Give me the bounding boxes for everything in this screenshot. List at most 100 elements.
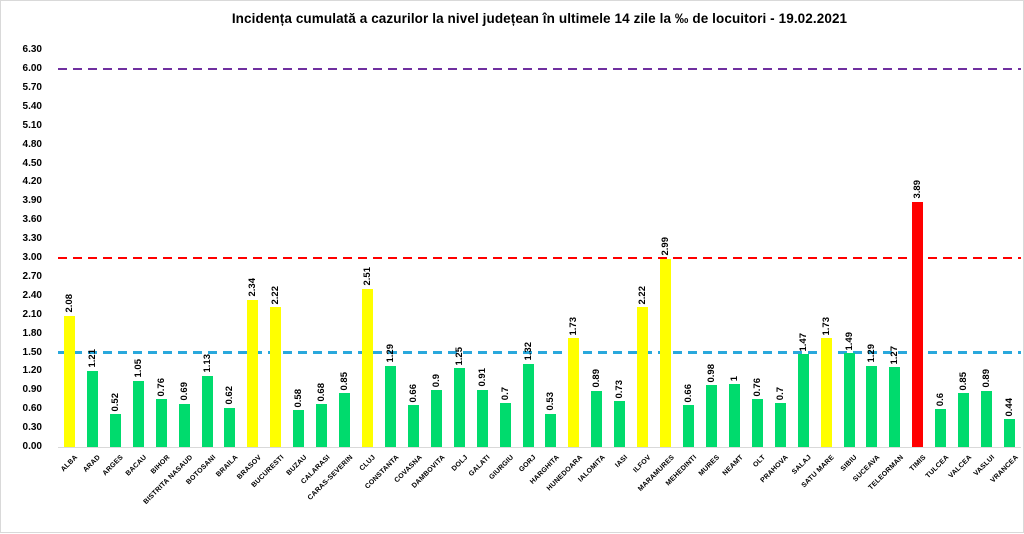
bar-timis [912,201,924,447]
x-axis-label: TIMIS [908,454,928,473]
bar-vrancea [1004,419,1016,447]
bar-value-label: 0.73 [614,379,626,399]
bar-valcea [958,393,970,447]
y-axis-tick-label: 5.70 [22,81,42,93]
bar-value-label: 0.69 [178,382,190,401]
y-axis-tick-label: 2.70 [22,270,42,282]
bar-mehedinti [683,405,695,447]
y-axis-tick-label: 5.40 [22,100,42,112]
x-axis-label: NEAMT [721,454,745,478]
y-axis-tick-label: 3.60 [22,214,42,226]
bar-value-label: 0.85 [958,371,970,391]
x-axis-label: VALCEA [947,454,974,480]
bar-value-label: 2.99 [660,237,672,256]
y-axis-tick-label: 1.20 [22,365,42,377]
bar-value-label: 0.62 [224,386,236,405]
bar-ialomita [591,390,603,447]
bar-suceava [866,365,878,447]
bar-value-label: 0.58 [293,388,305,408]
x-axis-label: ILFOV [632,454,653,475]
bar-arges [109,414,121,447]
bar-cluj [362,288,374,447]
bar-value-label: 1.05 [132,359,144,378]
bar-value-label: 0.44 [1004,397,1016,417]
bar-value-label: 3.89 [912,180,924,199]
bar-bucuresti [270,307,282,447]
x-axis-label: BIHOR [149,454,172,476]
x-axis-label: CARAS-SEVERIN [306,454,355,502]
bar-value-label: 0.7 [774,386,786,400]
reference-line-1.5 [58,350,1021,354]
bar-neamt [728,384,740,447]
x-axis-label: GIURGIU [487,454,516,482]
bar-value-label: 1.47 [797,332,809,352]
bar-value-label: 0.52 [109,392,121,412]
bar-dolj [453,368,465,447]
bar-maramures [660,258,672,447]
bar-harghita [545,413,557,447]
bar-buzau [293,410,305,447]
bar-botosani [201,375,213,447]
bar-braila [224,407,236,447]
y-axis-tick-label: 4.80 [22,138,42,150]
x-axis-label: BACAU [124,454,149,478]
bar-value-label: 1.49 [843,331,855,351]
bar-mures [705,385,717,447]
y-axis-tick-label: 2.10 [22,308,42,320]
bar-value-label: 0.89 [591,369,603,388]
bar-value-label: 0.76 [155,377,167,397]
bar-alba [63,315,75,447]
x-axis-label: OLT [752,454,768,469]
y-axis: 0.00 0.30 0.60 0.90 1.20 1.50 1.80 2.10 2.40 2.70… [1,44,50,452]
chart-title: Incidența cumulată a cazurilor la nivel … [231,11,848,26]
x-axis-label: CLUJ [359,454,378,473]
bar-covasna [407,405,419,447]
y-axis-tick-label: 6.00 [22,63,42,74]
bar-value-label: 1.27 [889,345,901,365]
bar-salaj [797,354,809,447]
bar-value-label: 1.29 [866,344,878,363]
bar-hunedoara [568,338,580,447]
bar-sibiu [843,353,855,447]
bar-dambovita [430,390,442,447]
plot-area: 2.08 1.21 0.52 1.05 0.76 0.69 1.13 0.62 2.34 2.22… [58,46,1021,448]
x-axis-label: SALAJ [791,454,814,476]
bar-value-label: 0.91 [476,368,488,387]
bar-value-label: 2.22 [637,285,649,305]
x-axis-labels: ALBA ARAD ARGES BACAU BIHOR BISTRITA NASAUD BO… [58,451,1021,534]
bar-bacau [132,380,144,447]
bar-value-label: 0.6 [935,392,947,407]
bar-value-label: 0.76 [751,377,763,397]
bar-value-label: 0.68 [316,382,328,402]
x-axis-label: ARGES [101,454,126,478]
bar-iasi [614,401,626,447]
bar-value-label: 0.53 [545,392,557,411]
bar-arad [86,370,98,447]
y-axis-tick-label: 0.60 [22,403,42,415]
bar-prahova [774,402,786,447]
reference-line-3 [58,257,1021,259]
y-axis-tick-label: 3.30 [22,233,42,245]
bar-value-label: 0.66 [683,383,695,403]
x-axis-label: GORJ [518,454,538,474]
bar-constanta [384,365,396,447]
x-axis-label: SIBIU [840,454,859,473]
bar-value-label: 0.7 [499,386,511,400]
reference-line-6 [58,68,1021,70]
y-axis-tick-label: 2.40 [22,289,42,301]
y-axis-tick-label: 6.30 [22,44,42,56]
bar-ilfov [637,307,649,447]
x-axis-label: MURES [697,454,722,478]
bar-value-label: 0.98 [705,363,717,383]
bar-vaslui [981,390,993,447]
y-axis-tick-label: 4.20 [22,176,42,188]
bar-galati [476,389,488,447]
y-axis-tick-label: 0.00 [22,441,42,452]
bar-olt [751,399,763,447]
bar-value-label: 1.29 [384,344,396,363]
y-axis-tick-label: 0.90 [22,384,42,396]
bar-value-label: 1.21 [86,349,98,368]
bar-value-label: 1.13 [201,354,213,373]
bar-value-label: 2.51 [362,267,374,286]
